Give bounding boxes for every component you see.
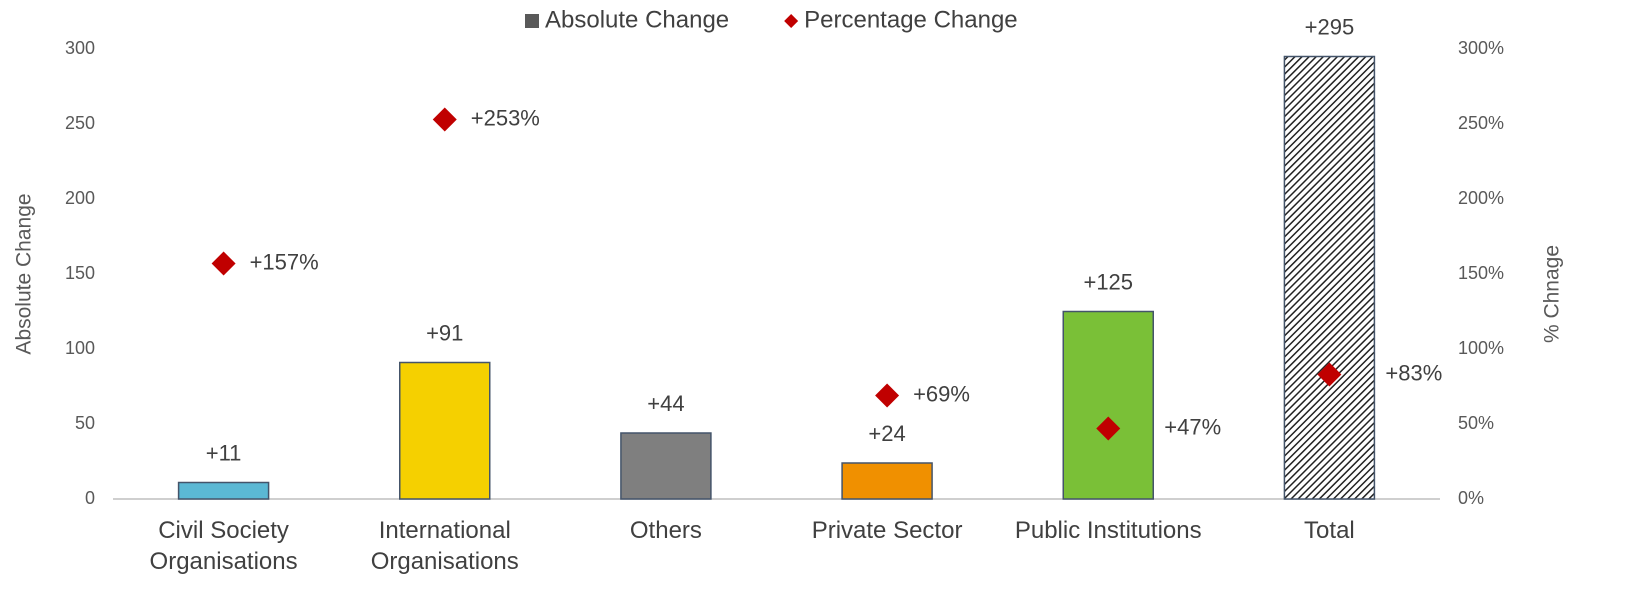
y-tick-label: 50	[75, 413, 95, 433]
point-value-label: +47%	[1164, 414, 1221, 439]
marker	[211, 251, 236, 276]
bar-value-label: +295	[1305, 14, 1355, 39]
x-tick-label-box: Others	[629, 517, 702, 544]
bar	[620, 432, 712, 500]
point-value-label: +253%	[471, 105, 540, 130]
bar-value-label: +91	[426, 320, 463, 345]
point-value-label: +157%	[250, 249, 319, 274]
legend-marker	[784, 14, 799, 28]
bar-value-label: +11	[206, 440, 242, 465]
x-tick-label: Others	[629, 517, 702, 544]
y2-tick-label: 250%	[1458, 113, 1504, 133]
y-tick-label: 300	[65, 38, 95, 58]
x-tick-label-box: Public Institutions	[1014, 517, 1202, 544]
bar	[1283, 55, 1376, 500]
x-tick-label: Total	[1304, 517, 1355, 544]
x-tick-label-box: Civil Society Organisations	[149, 517, 298, 575]
x-tick-label: Private Sector	[811, 517, 963, 544]
marker	[432, 107, 457, 132]
x-tick-label: Civil Society Organisations	[149, 517, 298, 575]
bar-value-label: +24	[868, 421, 905, 446]
y2-tick-label: 50%	[1458, 413, 1494, 433]
point-value-label: +83%	[1385, 360, 1442, 385]
y-tick-label: 100	[65, 338, 95, 358]
x-tick-label-box: Private Sector	[811, 517, 963, 544]
bar	[1062, 310, 1154, 500]
y-tick-label: 150	[65, 263, 95, 283]
y2-tick-label: 150%	[1458, 263, 1504, 283]
y2-tick-label: 200%	[1458, 188, 1504, 208]
x-tick-label-box: Total	[1304, 517, 1355, 544]
x-tick-label: International Organisations	[370, 517, 519, 575]
bar	[177, 481, 270, 500]
point-value-label: +69%	[913, 381, 970, 406]
y2-tick-label: 100%	[1458, 338, 1504, 358]
y-axis-title: Absolute Change	[13, 193, 36, 354]
bar	[841, 462, 933, 500]
y2-tick-label: 0%	[1458, 488, 1484, 508]
marker	[1096, 416, 1121, 441]
marker	[875, 383, 900, 408]
x-tick-label: Public Institutions	[1014, 517, 1202, 544]
legend-label: Absolute Change	[545, 6, 729, 33]
y-tick-label: 250	[65, 113, 95, 133]
y2-tick-label: 300%	[1458, 38, 1504, 58]
bar-value-label: +125	[1083, 269, 1133, 294]
y-tick-label: 0	[85, 488, 95, 508]
legend-swatch	[525, 14, 539, 28]
y-tick-label: 200	[65, 188, 95, 208]
legend-label: Percentage Change	[804, 6, 1018, 33]
bar	[399, 361, 491, 500]
y2-axis-title: % Chnage	[1541, 245, 1564, 343]
bar-value-label: +44	[647, 391, 684, 416]
marker	[1317, 362, 1342, 387]
x-tick-label-box: International Organisations	[370, 517, 519, 575]
